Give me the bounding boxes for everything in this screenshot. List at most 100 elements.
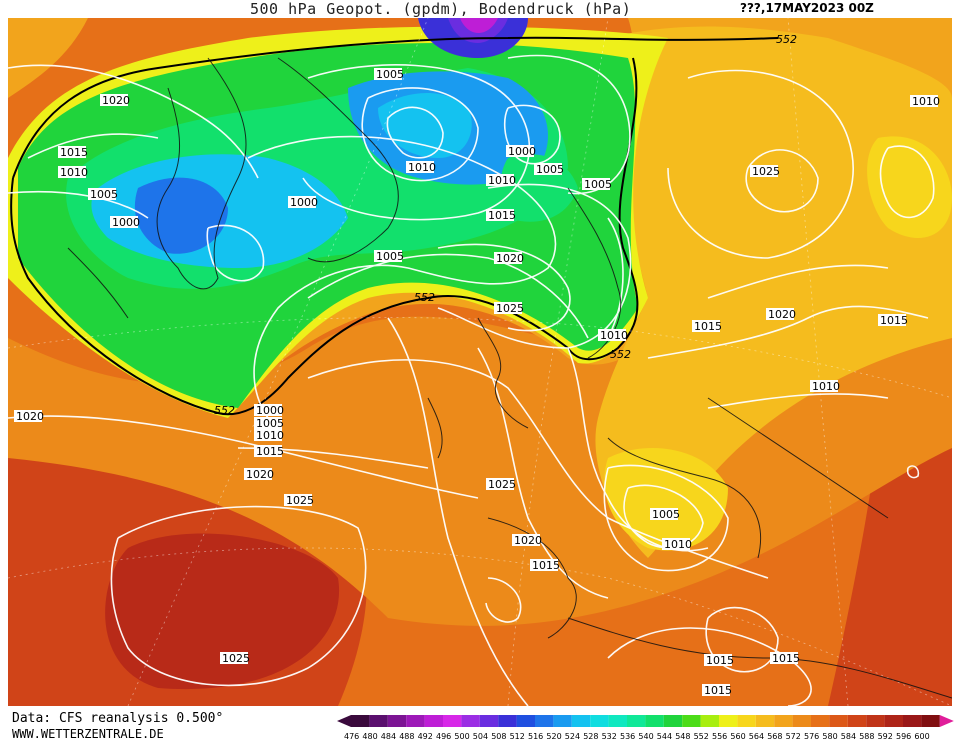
- scale-swatch: [535, 715, 554, 727]
- scale-swatch: [700, 715, 719, 727]
- isobar-label: 1020: [8, 18, 36, 21]
- scale-swatch: [645, 715, 664, 727]
- isobar-label: 1015: [770, 652, 800, 665]
- svg-text:1020: 1020: [496, 252, 524, 265]
- svg-text:1015: 1015: [60, 146, 88, 159]
- svg-text:1015: 1015: [772, 652, 800, 665]
- scale-tick-label: 520: [546, 732, 561, 741]
- scale-tick-label: 560: [730, 732, 745, 741]
- scale-tick-label: 568: [767, 732, 782, 741]
- scale-tick-label: 576: [804, 732, 819, 741]
- scale-tick-label: 476: [344, 732, 359, 741]
- scale-tick-label: 580: [822, 732, 837, 741]
- isobar-label: 1010: [810, 380, 840, 393]
- scale-swatch: [847, 715, 867, 727]
- scale-tick-label: 588: [859, 732, 874, 741]
- scale-swatch: [479, 715, 499, 727]
- svg-text:1015: 1015: [880, 314, 908, 327]
- scale-swatch: [516, 715, 535, 727]
- isobar-label: 1015: [254, 445, 284, 458]
- isobar-label: 1000: [110, 216, 140, 229]
- isobar-label: 1015: [878, 314, 908, 327]
- isobar-label: 1020: [14, 410, 44, 423]
- scale-tick-label: 592: [878, 732, 893, 741]
- isobar-label: 1010: [486, 174, 516, 187]
- scale-swatch: [608, 715, 627, 727]
- svg-text:1010: 1010: [664, 538, 692, 551]
- scale-tick-label: 488: [399, 732, 414, 741]
- scale-tick-label: 500: [454, 732, 469, 741]
- svg-text:1020: 1020: [768, 308, 796, 321]
- scale-swatch: [921, 715, 940, 727]
- svg-text:1010: 1010: [812, 380, 840, 393]
- scale-swatch: [424, 715, 443, 727]
- isobar-label: 1005: [254, 417, 284, 430]
- isobar-label: 1025: [486, 478, 516, 491]
- isobar-label: 1015: [58, 146, 88, 159]
- isobar-label: 1025: [750, 165, 780, 178]
- scale-swatch: [737, 715, 756, 727]
- isobar-label: 1020: [512, 534, 542, 547]
- isobar-label: 1020: [766, 308, 796, 321]
- scale-swatch: [682, 715, 701, 727]
- scale-tick-label: 496: [436, 732, 451, 741]
- scale-tick-label: 516: [528, 732, 543, 741]
- scale-tick-label: 492: [418, 732, 433, 741]
- scale-swatch: [829, 715, 848, 727]
- scale-swatch: [498, 715, 517, 727]
- svg-text:1025: 1025: [286, 494, 314, 507]
- svg-text:1010: 1010: [912, 95, 940, 108]
- isobar-label: 1020: [100, 94, 130, 107]
- svg-text:1005: 1005: [584, 178, 612, 191]
- svg-text:1015: 1015: [694, 320, 722, 333]
- svg-text:1000: 1000: [508, 145, 536, 158]
- website-link[interactable]: WWW.WETTERZENTRALE.DE: [12, 727, 164, 741]
- isobar-label: 1015: [704, 654, 734, 667]
- geopotential-label: 552: [610, 348, 631, 361]
- svg-text:1025: 1025: [496, 302, 524, 315]
- isobar-label: 1015: [486, 209, 516, 222]
- scale-tick-label: 552: [694, 732, 709, 741]
- scale-swatch: [553, 715, 572, 727]
- isobar-label: 1010: [254, 429, 284, 442]
- svg-text:1010: 1010: [256, 429, 284, 442]
- svg-text:1000: 1000: [290, 196, 318, 209]
- svg-text:1005: 1005: [652, 508, 680, 521]
- svg-text:1015: 1015: [256, 445, 284, 458]
- isobar-label: 1010: [598, 329, 628, 342]
- scale-tick-label: 504: [473, 732, 488, 741]
- scale-swatch: [884, 715, 903, 727]
- svg-text:1000: 1000: [256, 404, 284, 417]
- isobar-label: 1005: [650, 508, 680, 521]
- scale-swatch: [811, 715, 830, 727]
- isobar-label: 1010: [910, 95, 940, 108]
- scale-tick-label: 556: [712, 732, 727, 741]
- scale-tick-label: 564: [749, 732, 764, 741]
- isobar-label: 1005: [88, 188, 118, 201]
- svg-text:1020: 1020: [246, 468, 274, 481]
- svg-text:1005: 1005: [536, 163, 564, 176]
- isobar-label: 1005: [374, 250, 404, 263]
- svg-text:1005: 1005: [376, 68, 404, 81]
- scale-swatch: [792, 715, 811, 727]
- svg-text:1010: 1010: [408, 161, 436, 174]
- geopotential-label: 552: [214, 404, 235, 417]
- scale-swatch: [627, 715, 646, 727]
- svg-text:1000: 1000: [112, 216, 140, 229]
- footer: Data: CFS reanalysis 0.500° WWW.WETTERZE…: [0, 706, 959, 741]
- geopotential-label: 552: [776, 33, 797, 46]
- scale-swatch: [369, 715, 388, 727]
- scale-tick-label: 508: [491, 732, 506, 741]
- scale-swatch: [663, 715, 683, 727]
- isobar-label: 1025: [220, 652, 250, 665]
- scale-min-arrow: [337, 715, 351, 727]
- svg-text:1025: 1025: [752, 165, 780, 178]
- geopotential-label: 552: [414, 291, 435, 304]
- scale-swatch: [774, 715, 793, 727]
- scale-swatch: [461, 715, 480, 727]
- scale-max-arrow: [939, 715, 954, 727]
- scale-tick-label: 536: [620, 732, 635, 741]
- scale-swatch: [571, 715, 591, 727]
- svg-text:1025: 1025: [488, 478, 516, 491]
- svg-text:1020: 1020: [16, 410, 44, 423]
